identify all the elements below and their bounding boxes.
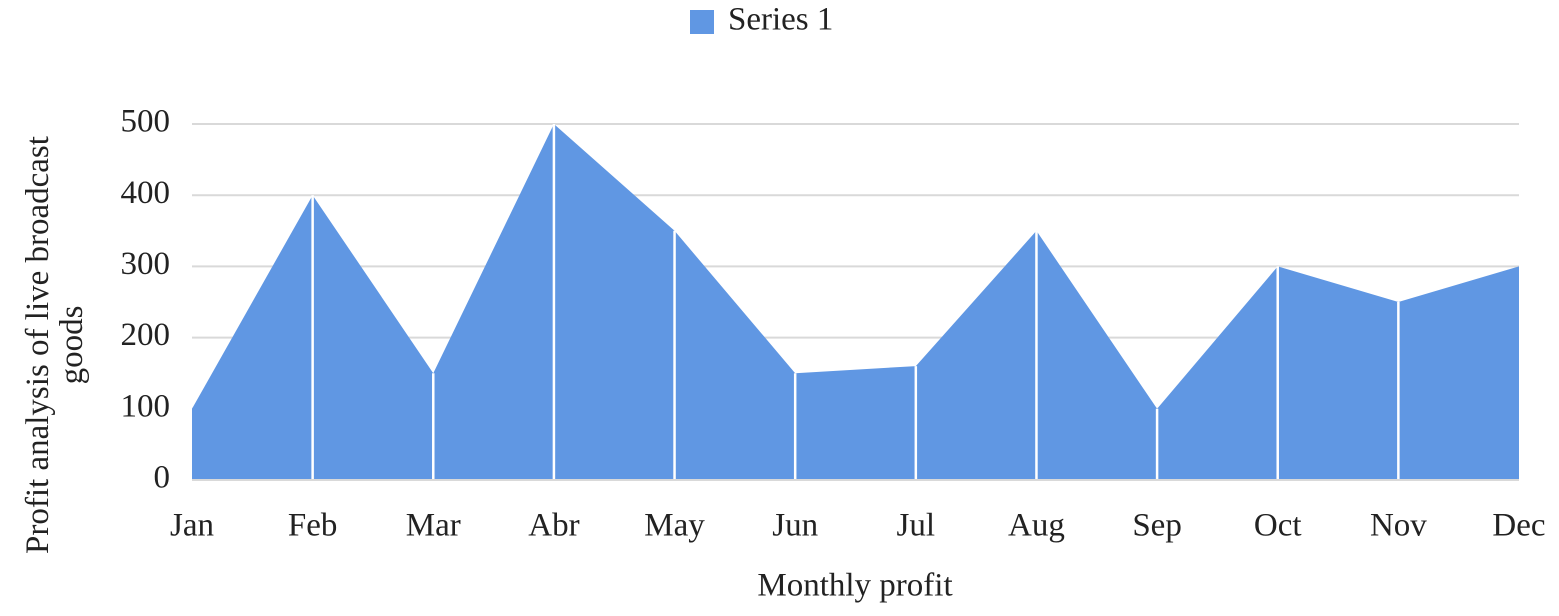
x-tick-label: Jun xyxy=(772,508,818,544)
y-tick-label: 500 xyxy=(121,104,171,140)
y-tick-label: 300 xyxy=(121,246,171,282)
x-axis-title: Monthly profit xyxy=(757,568,952,604)
legend-label: Series 1 xyxy=(728,2,833,38)
x-tick-label: Mar xyxy=(406,508,461,544)
x-tick-label: Jan xyxy=(170,508,214,544)
y-tick-label: 100 xyxy=(121,388,171,424)
x-tick-label: Aug xyxy=(1008,508,1065,544)
x-tick-label: Jul xyxy=(897,508,936,544)
x-tick-label: Abr xyxy=(528,508,579,544)
x-tick-label: Oct xyxy=(1254,508,1302,544)
y-axis-title: Profit analysis of live broadcast goods xyxy=(20,136,90,554)
y-tick-label: 0 xyxy=(154,460,171,496)
x-tick-label: May xyxy=(644,508,705,544)
x-tick-label: Feb xyxy=(288,508,338,544)
x-tick-label: Dec xyxy=(1492,508,1545,544)
area xyxy=(192,124,1519,480)
x-tick-label: Sep xyxy=(1132,508,1182,544)
y-tick-label: 400 xyxy=(121,175,171,211)
legend-swatch xyxy=(690,10,714,34)
y-tick-label: 200 xyxy=(121,317,171,353)
x-tick-label: Nov xyxy=(1370,508,1427,544)
